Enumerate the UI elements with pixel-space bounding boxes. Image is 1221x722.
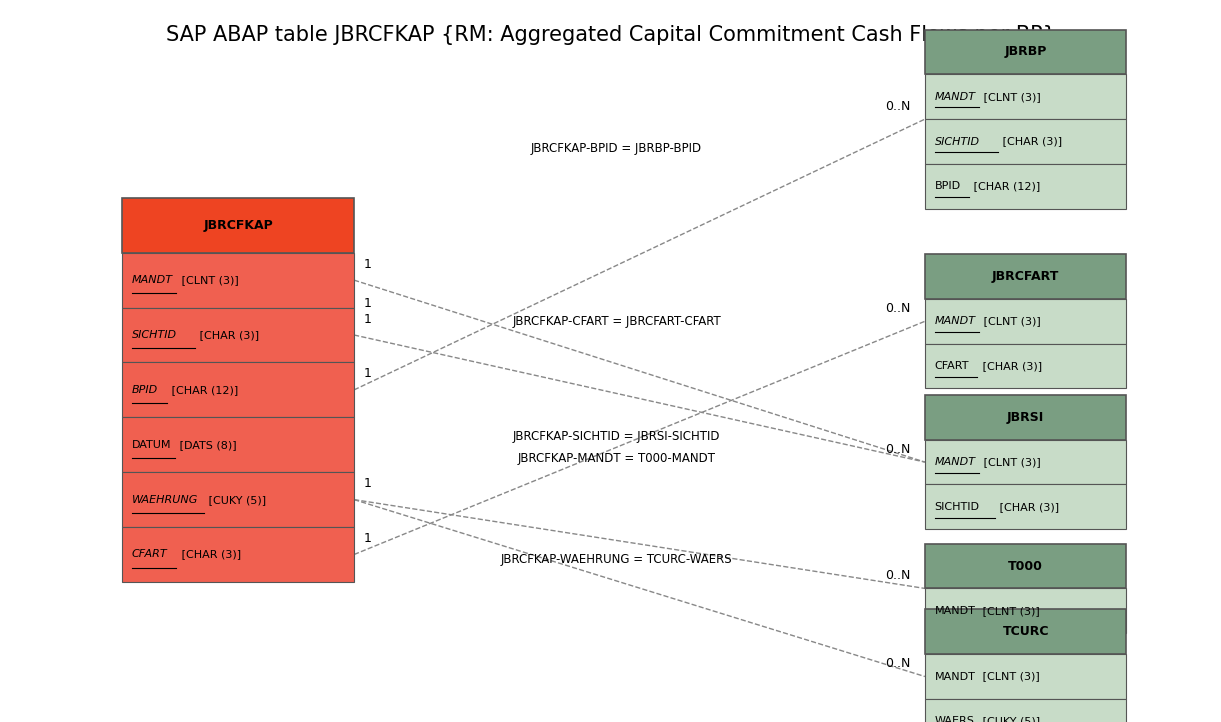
Text: BPID: BPID xyxy=(935,181,961,191)
Text: JBRCFKAP-MANDT = T000-MANDT: JBRCFKAP-MANDT = T000-MANDT xyxy=(518,452,716,465)
Text: [CLNT (3)]: [CLNT (3)] xyxy=(980,316,1042,326)
FancyBboxPatch shape xyxy=(926,74,1126,119)
FancyBboxPatch shape xyxy=(926,395,1126,440)
Text: WAEHRUNG: WAEHRUNG xyxy=(132,495,198,505)
Text: 1: 1 xyxy=(364,313,371,326)
FancyBboxPatch shape xyxy=(926,484,1126,529)
FancyBboxPatch shape xyxy=(926,440,1126,484)
Text: JBRSI: JBRSI xyxy=(1007,411,1044,424)
Text: JBRCFKAP-SICHTID = JBRSI-SICHTID: JBRCFKAP-SICHTID = JBRSI-SICHTID xyxy=(513,430,720,443)
Text: 1: 1 xyxy=(364,477,371,490)
Text: JBRBP: JBRBP xyxy=(1005,45,1046,58)
Text: MANDT: MANDT xyxy=(935,457,976,467)
Text: 1: 1 xyxy=(364,297,371,310)
Text: [CHAR (3)]: [CHAR (3)] xyxy=(996,502,1060,512)
Text: BPID: BPID xyxy=(132,385,158,395)
FancyBboxPatch shape xyxy=(926,344,1126,388)
Text: SAP ABAP table JBRCFKAP {RM: Aggregated Capital Commitment Cash Flows per BP}: SAP ABAP table JBRCFKAP {RM: Aggregated … xyxy=(166,25,1055,45)
Text: MANDT: MANDT xyxy=(935,316,976,326)
FancyBboxPatch shape xyxy=(122,308,354,362)
Text: [CHAR (12)]: [CHAR (12)] xyxy=(969,181,1040,191)
FancyBboxPatch shape xyxy=(122,253,354,308)
FancyBboxPatch shape xyxy=(122,362,354,417)
Text: 0..N: 0..N xyxy=(885,302,911,315)
Text: [CHAR (12)]: [CHAR (12)] xyxy=(168,385,239,395)
Text: [CUKY (5)]: [CUKY (5)] xyxy=(205,495,266,505)
FancyBboxPatch shape xyxy=(926,609,1126,654)
Text: SICHTID: SICHTID xyxy=(935,136,979,147)
Text: 0..N: 0..N xyxy=(885,443,911,456)
Text: JBRCFKAP-WAEHRUNG = TCURC-WAERS: JBRCFKAP-WAEHRUNG = TCURC-WAERS xyxy=(501,553,733,566)
FancyBboxPatch shape xyxy=(926,164,1126,209)
Text: [CHAR (3)]: [CHAR (3)] xyxy=(178,549,241,560)
FancyBboxPatch shape xyxy=(122,527,354,582)
Text: TCURC: TCURC xyxy=(1002,625,1049,638)
Text: SICHTID: SICHTID xyxy=(935,502,979,512)
Text: 1: 1 xyxy=(364,367,371,380)
FancyBboxPatch shape xyxy=(122,417,354,472)
Text: 0..N: 0..N xyxy=(885,657,911,670)
Text: [CUKY (5)]: [CUKY (5)] xyxy=(979,716,1040,722)
Text: WAERS: WAERS xyxy=(935,716,974,722)
Text: [CHAR (3)]: [CHAR (3)] xyxy=(197,330,259,340)
FancyBboxPatch shape xyxy=(926,254,1126,299)
Text: [CLNT (3)]: [CLNT (3)] xyxy=(178,275,238,285)
Text: MANDT: MANDT xyxy=(132,275,173,285)
Text: MANDT: MANDT xyxy=(935,606,976,616)
Text: T000: T000 xyxy=(1009,560,1043,573)
FancyBboxPatch shape xyxy=(122,198,354,253)
Text: [CLNT (3)]: [CLNT (3)] xyxy=(979,671,1039,682)
Text: JBRCFKAP-CFART = JBRCFART-CFART: JBRCFKAP-CFART = JBRCFART-CFART xyxy=(513,315,720,328)
FancyBboxPatch shape xyxy=(926,299,1126,344)
Text: 1: 1 xyxy=(364,532,371,545)
FancyBboxPatch shape xyxy=(926,544,1126,588)
FancyBboxPatch shape xyxy=(926,119,1126,164)
Text: 0..N: 0..N xyxy=(885,569,911,582)
Text: SICHTID: SICHTID xyxy=(132,330,177,340)
Text: [CHAR (3)]: [CHAR (3)] xyxy=(979,361,1042,371)
Text: JBRCFART: JBRCFART xyxy=(991,270,1060,283)
FancyBboxPatch shape xyxy=(122,472,354,527)
Text: [CLNT (3)]: [CLNT (3)] xyxy=(979,606,1039,616)
Text: 0..N: 0..N xyxy=(885,100,911,113)
Text: [CLNT (3)]: [CLNT (3)] xyxy=(980,457,1042,467)
FancyBboxPatch shape xyxy=(926,654,1126,699)
Text: MANDT: MANDT xyxy=(935,671,976,682)
FancyBboxPatch shape xyxy=(926,699,1126,722)
Text: JBRCFKAP: JBRCFKAP xyxy=(203,219,274,232)
Text: CFART: CFART xyxy=(935,361,969,371)
Text: DATUM: DATUM xyxy=(132,440,171,450)
Text: [CHAR (3)]: [CHAR (3)] xyxy=(999,136,1062,147)
Text: [DATS (8)]: [DATS (8)] xyxy=(176,440,237,450)
Text: CFART: CFART xyxy=(132,549,167,560)
Text: JBRCFKAP-BPID = JBRBP-BPID: JBRCFKAP-BPID = JBRBP-BPID xyxy=(531,142,702,155)
Text: MANDT: MANDT xyxy=(935,92,976,102)
FancyBboxPatch shape xyxy=(926,30,1126,74)
Text: [CLNT (3)]: [CLNT (3)] xyxy=(980,92,1042,102)
Text: 1: 1 xyxy=(364,258,371,271)
FancyBboxPatch shape xyxy=(926,588,1126,633)
